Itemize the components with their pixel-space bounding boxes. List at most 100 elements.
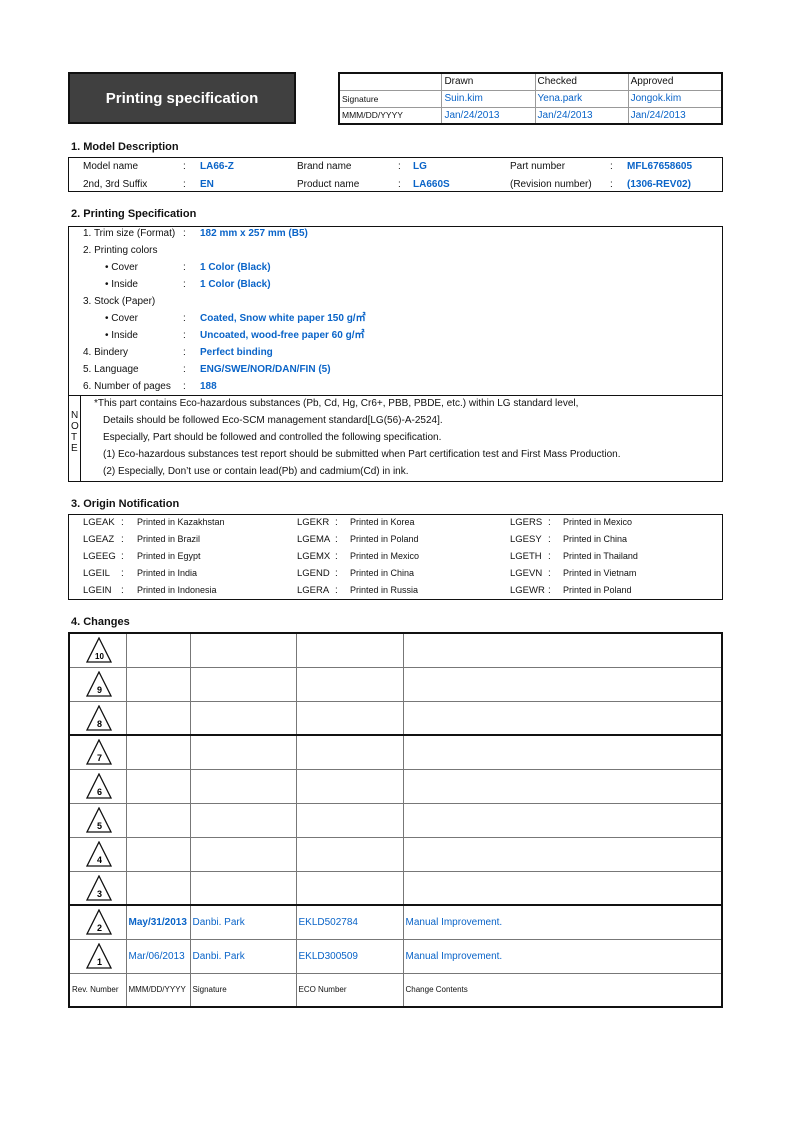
spec-label: 2. Printing colors bbox=[83, 245, 158, 256]
colon: : bbox=[183, 179, 186, 190]
note-line: Especially, Part should be followed and … bbox=[103, 432, 442, 443]
spec-heading: 2. Printing Specification bbox=[71, 208, 197, 220]
spec-label: 6. Number of pages bbox=[83, 381, 171, 392]
spec-label: • Cover bbox=[105, 262, 138, 273]
change-row: 6 bbox=[68, 768, 723, 804]
subsidiary-code: LGEEG bbox=[83, 551, 116, 562]
subsidiary-code: LGERA bbox=[297, 585, 330, 596]
change-date bbox=[125, 768, 191, 804]
eco-number: EKLD502784 bbox=[295, 904, 404, 940]
colon: : bbox=[183, 279, 186, 290]
checked-date: Jan/24/2013 bbox=[534, 106, 629, 125]
revision-triangle-icon: 3 bbox=[86, 874, 112, 901]
document-title: Printing specification bbox=[68, 72, 296, 124]
rev-number-cell: 9 bbox=[68, 666, 127, 702]
field-value: EN bbox=[200, 179, 214, 190]
printed-location: Printed in China bbox=[350, 568, 415, 578]
svg-text:9: 9 bbox=[97, 685, 102, 695]
change-date bbox=[125, 870, 191, 906]
svg-text:7: 7 bbox=[97, 753, 102, 763]
change-date: Mar/06/2013 bbox=[125, 938, 191, 974]
change-date bbox=[125, 836, 191, 872]
printed-location: Printed in China bbox=[563, 534, 628, 544]
svg-text:8: 8 bbox=[97, 719, 102, 729]
model-description-box: Model name: LA66-Z Brand name: LG Part numbe… bbox=[68, 157, 723, 192]
printed-location: Printed in Vietnam bbox=[563, 568, 637, 578]
change-signature bbox=[189, 802, 297, 838]
note-label-letter: E bbox=[71, 443, 78, 454]
change-contents: Manual Improvement. bbox=[402, 904, 723, 940]
field-label: 2nd, 3rd Suffix bbox=[83, 179, 148, 190]
note-label-letter: T bbox=[71, 432, 78, 443]
colon: : bbox=[335, 551, 338, 562]
change-signature bbox=[189, 632, 297, 668]
printed-location: Printed in Indonesia bbox=[137, 585, 217, 595]
rev-number-cell: 6 bbox=[68, 768, 127, 804]
note-label-letter: O bbox=[71, 421, 79, 432]
colon: : bbox=[183, 313, 186, 324]
spec-label: 5. Language bbox=[83, 364, 139, 375]
eco-number bbox=[295, 734, 404, 770]
subsidiary-code: LGEMX bbox=[297, 551, 331, 562]
change-signature bbox=[189, 768, 297, 804]
svg-text:2: 2 bbox=[97, 923, 102, 933]
subsidiary-code: LGETH bbox=[510, 551, 542, 562]
note-line: (2) Especially, Don’t use or contain lea… bbox=[103, 466, 409, 477]
rev-number-cell: 2 bbox=[68, 904, 127, 940]
note-line: Details should be followed Eco-SCM manag… bbox=[103, 415, 443, 426]
approved-signature: Jongok.kim bbox=[627, 89, 723, 108]
change-contents: Manual Improvement. bbox=[402, 938, 723, 974]
colon: : bbox=[121, 517, 124, 528]
subsidiary-code: LGEKR bbox=[297, 517, 330, 528]
change-date bbox=[125, 700, 191, 736]
spec-value: 188 bbox=[200, 381, 217, 392]
field-label: (Revision number) bbox=[510, 179, 592, 190]
change-row: 1 Mar/06/2013 Danbi. Park EKLD300509 Manual … bbox=[68, 938, 723, 974]
svg-text:1: 1 bbox=[97, 957, 102, 967]
eco-number bbox=[295, 802, 404, 838]
field-label: Model name bbox=[83, 161, 139, 172]
field-value: LG bbox=[413, 161, 427, 172]
colon: : bbox=[183, 347, 186, 358]
colon: : bbox=[121, 551, 124, 562]
colon: : bbox=[121, 534, 124, 545]
eco-number bbox=[295, 836, 404, 872]
rev-number-cell: 10 bbox=[68, 632, 127, 668]
change-date: May/31/2013 bbox=[125, 904, 191, 940]
spec-value: Perfect binding bbox=[200, 347, 273, 358]
colon: : bbox=[183, 161, 186, 172]
approval-header: Drawn bbox=[441, 72, 536, 91]
footer-label: Signature bbox=[189, 972, 297, 1008]
change-date bbox=[125, 632, 191, 668]
change-row: 10 bbox=[68, 632, 723, 668]
printed-location: Printed in Brazil bbox=[137, 534, 201, 544]
printed-location: Printed in Poland bbox=[350, 534, 419, 544]
printed-location: Printed in Mexico bbox=[563, 517, 633, 527]
colon: : bbox=[335, 534, 338, 545]
svg-text:3: 3 bbox=[97, 889, 102, 899]
field-value: LA66-Z bbox=[200, 161, 234, 172]
spec-label: • Cover bbox=[105, 313, 138, 324]
change-signature bbox=[189, 734, 297, 770]
footer-label: Rev. Number bbox=[68, 972, 127, 1008]
colon: : bbox=[398, 161, 401, 172]
change-signature: Danbi. Park bbox=[189, 904, 297, 940]
signature-label: Signature bbox=[338, 89, 443, 108]
change-row: 3 bbox=[68, 870, 723, 906]
subsidiary-code: LGESY bbox=[510, 534, 542, 545]
change-date bbox=[125, 734, 191, 770]
eco-number: EKLD300509 bbox=[295, 938, 404, 974]
rev-number-cell: 8 bbox=[68, 700, 127, 736]
revision-triangle-icon: 6 bbox=[86, 773, 112, 799]
spec-value: ENG/SWE/NOR/DAN/FIN (5) bbox=[200, 364, 331, 375]
subsidiary-code: LGEAK bbox=[83, 517, 115, 528]
colon: : bbox=[121, 568, 124, 579]
change-row: 8 bbox=[68, 700, 723, 736]
colon: : bbox=[548, 568, 551, 579]
rev-number-cell: 1 bbox=[68, 938, 127, 974]
change-signature bbox=[189, 666, 297, 702]
printed-location: Printed in India bbox=[137, 568, 198, 578]
footer-label: ECO Number bbox=[295, 972, 404, 1008]
field-value: MFL67658605 bbox=[627, 161, 693, 172]
change-date bbox=[125, 666, 191, 702]
